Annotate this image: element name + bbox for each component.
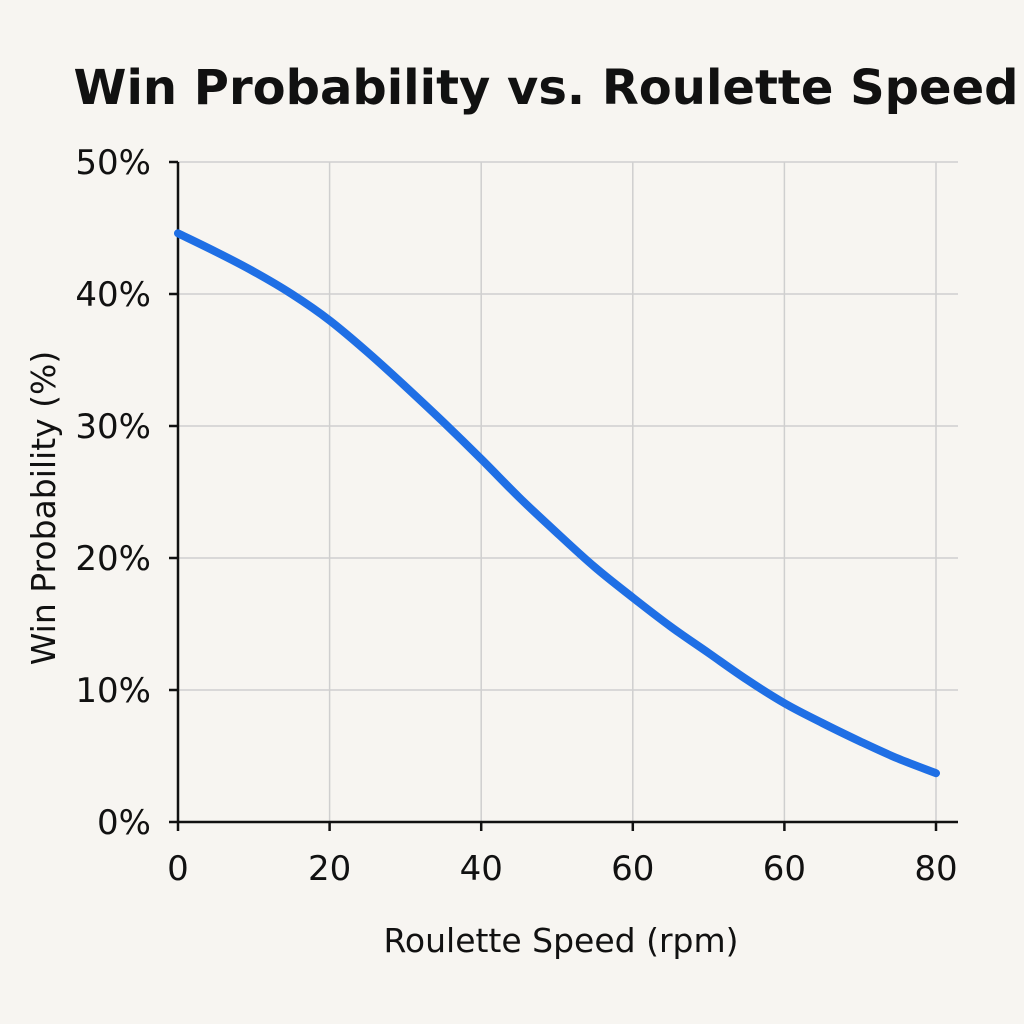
x-axis-label: Roulette Speed (rpm) (383, 921, 738, 960)
x-tick-label: 20 (308, 849, 351, 889)
y-axis-ticks: 0% 10% 20% 30% 40% 50% (75, 143, 178, 843)
y-tick-label: 0% (97, 803, 151, 843)
x-tick-label: 60 (611, 849, 654, 889)
axes (176, 162, 958, 824)
grid (178, 161, 958, 822)
series-group (174, 229, 940, 778)
x-tick-label: 60 (763, 849, 806, 889)
y-axis-label: Win Probability (%) (24, 351, 63, 666)
y-tick-label: 20% (75, 539, 151, 579)
x-tick-label: 80 (914, 849, 957, 889)
y-tick-label: 40% (75, 275, 151, 315)
x-tick-label: 40 (460, 849, 503, 889)
series-line (174, 229, 940, 778)
x-tick-label: 0 (167, 849, 189, 889)
y-tick-label: 30% (75, 407, 151, 447)
x-axis-ticks: 0 20 40 60 60 80 (167, 822, 958, 889)
y-tick-label: 10% (75, 671, 151, 711)
y-tick-label: 50% (75, 143, 151, 183)
chart-title: Win Probability vs. Roulette Speed (74, 60, 1019, 116)
